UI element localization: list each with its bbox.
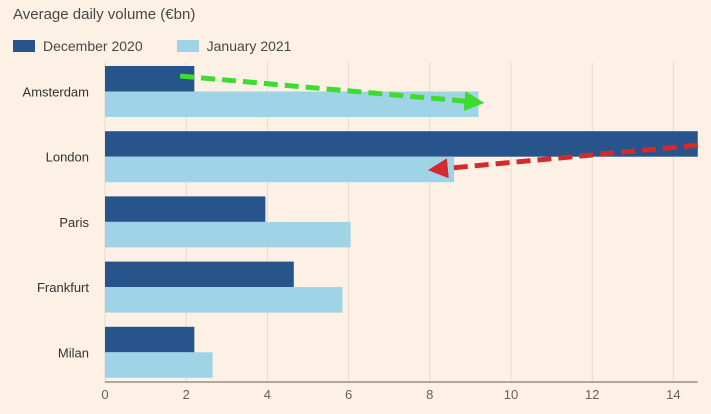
x-tick-label-2: 2 (183, 387, 190, 402)
legend-label-january-2021: January 2021 (206, 38, 292, 54)
x-tick-label-8: 8 (426, 387, 433, 402)
bar-frankfurt-december-2020 (105, 261, 294, 288)
x-tick-label-6: 6 (345, 387, 352, 402)
bar-london-january-2021 (105, 156, 455, 183)
bar-paris-december-2020 (105, 196, 266, 222)
legend-item-january-2021: January 2021 (176, 38, 292, 54)
bar-london-december-2020 (105, 131, 698, 157)
bar-milan-december-2020 (105, 326, 195, 353)
category-label-milan: Milan (58, 345, 89, 360)
x-tick-label-14: 14 (666, 387, 680, 402)
legend: December 2020 January 2021 (13, 38, 325, 54)
category-label-amsterdam: Amsterdam (23, 85, 89, 100)
category-label-paris: Paris (59, 215, 89, 230)
x-tick-label-10: 10 (504, 387, 518, 402)
legend-label-december-2020: December 2020 (43, 38, 143, 54)
legend-swatch-december-2020 (13, 40, 35, 52)
x-tick-label-4: 4 (264, 387, 271, 402)
x-tick-label-0: 0 (101, 387, 108, 402)
chart-title: Average daily volume (€bn) (13, 6, 196, 23)
legend-item-december-2020: December 2020 (13, 38, 143, 54)
red-arrow (427, 142, 698, 179)
bar-amsterdam-december-2020 (105, 66, 195, 92)
category-label-frankfurt: Frankfurt (37, 280, 89, 295)
category-label-london: London (46, 150, 89, 165)
legend-swatch-january-2021 (176, 40, 199, 52)
bar-paris-january-2021 (105, 221, 351, 248)
x-tick-label-12: 12 (585, 387, 599, 402)
bar-frankfurt-january-2021 (105, 287, 343, 313)
bar-milan-january-2021 (105, 352, 213, 378)
green-arrow (179, 73, 485, 112)
